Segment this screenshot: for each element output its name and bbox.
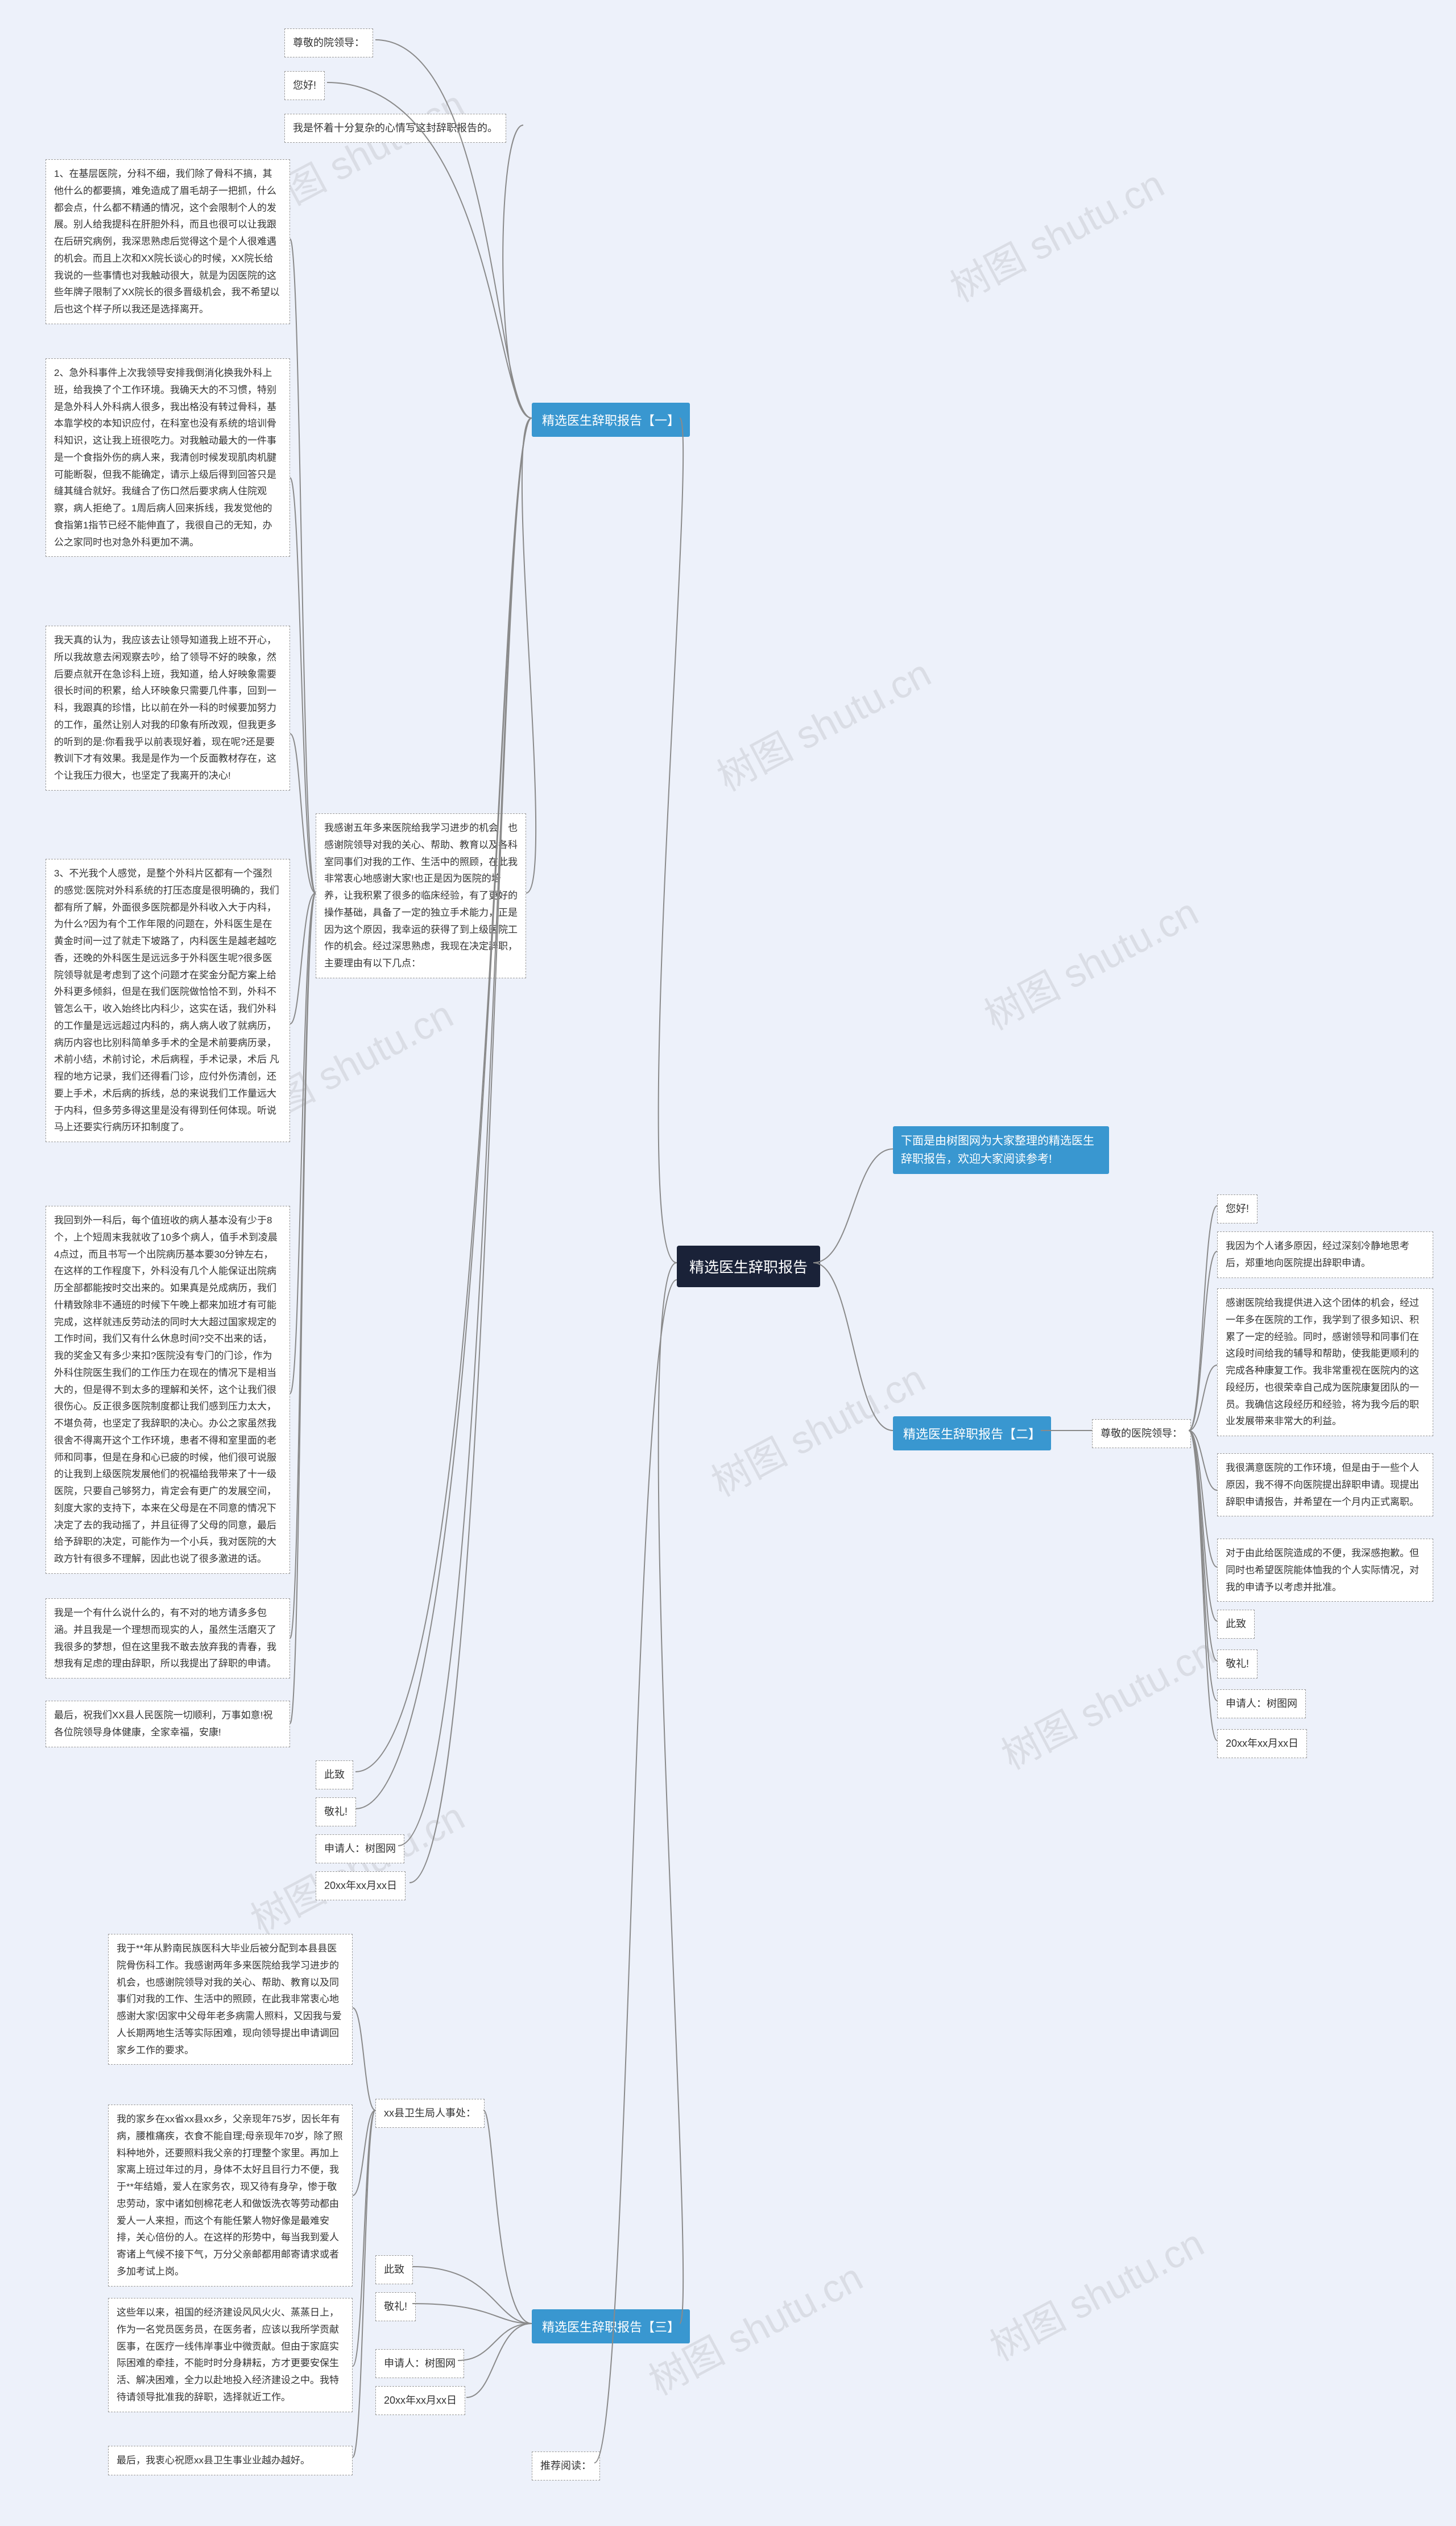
watermark: 树图 shutu.cn — [939, 153, 1172, 313]
section2-title: 精选医生辞职报告【二】 — [893, 1416, 1051, 1450]
s1-cizhi: 此致 — [316, 1760, 353, 1789]
s1-p7: 最后，祝我们XX县人民医院一切顺利，万事如意!祝各位院领导身体健康，全家幸福，安… — [46, 1701, 290, 1747]
s1-p4: 3、不光我个人感觉，是整个外科片区都有一个强烈的感觉:医院对外科系统的打压态度是… — [46, 859, 290, 1142]
s3-p4: 最后，我衷心祝愿xx县卫生事业业越办越好。 — [108, 2446, 353, 2475]
s2-p7: 敬礼! — [1217, 1649, 1258, 1679]
s1-applicant: 申请人：树图网 — [316, 1834, 404, 1863]
watermark: 树图 shutu.cn — [990, 1620, 1223, 1780]
s2-lead: 尊敬的医院领导： — [1092, 1419, 1191, 1448]
s1-opening: 我是怀着十分复杂的心情写这封辞职报告的。 — [284, 114, 506, 143]
s1-jingli: 敬礼! — [316, 1797, 356, 1826]
s2-p2: 我因为个人诸多原因，经过深刻冷静地思考后，郑重地向医院提出辞职申请。 — [1217, 1231, 1433, 1278]
s2-p8: 申请人：树图网 — [1217, 1689, 1306, 1718]
s2-p1: 您好! — [1217, 1194, 1258, 1223]
s2-p3: 感谢医院给我提供进入这个团体的机会，经过一年多在医院的工作，我学到了很多知识、积… — [1217, 1288, 1433, 1436]
watermark: 树图 shutu.cn — [979, 2212, 1212, 2372]
s1-p2: 2、急外科事件上次我领导安排我倒消化换我外科上班，给我换了个工作环境。我确天大的… — [46, 358, 290, 557]
s2-p5: 对于由此给医院造成的不便，我深感抱歉。但同时也希望医院能体恤我的个人实际情况，对… — [1217, 1539, 1433, 1602]
recommend-read: 推荐阅读： — [532, 2451, 600, 2480]
section3-title: 精选医生辞职报告【三】 — [532, 2309, 690, 2343]
s3-p6: 敬礼! — [375, 2292, 416, 2321]
s1-greeting: 尊敬的院领导： — [284, 28, 373, 57]
s1-p5: 我回到外一科后，每个值班收的病人基本没有少于8个，上个短周末我就收了10多个病人… — [46, 1206, 290, 1574]
s1-hello: 您好! — [284, 71, 325, 100]
s1-date: 20xx年xx月xx日 — [316, 1871, 406, 1900]
s1-p3: 我天真的认为，我应该去让领导知道我上班不开心，所以我故意去闲观察去吵，给了领导不… — [46, 626, 290, 791]
intro-box: 下面是由树图网为大家整理的精选医生辞职报告，欢迎大家阅读参考! — [893, 1126, 1109, 1174]
s3-p8: 20xx年xx月xx日 — [375, 2386, 465, 2415]
s2-p9: 20xx年xx月xx日 — [1217, 1729, 1307, 1758]
s1-p1: 1、在基层医院，分科不细，我们除了骨科不搞，其他什么的都要搞，难免造成了眉毛胡子… — [46, 159, 290, 324]
s3-p2: 我的家乡在xx省xx县xx乡，父亲现年75岁，因长年有病，腰椎痛疾，衣食不能自理… — [108, 2105, 353, 2287]
s3-lead: xx县卫生局人事处： — [375, 2099, 485, 2128]
s3-p3: 这些年以来，祖国的经济建设风风火火、蒸蒸日上，作为一名党员医务员，在医务者，应该… — [108, 2298, 353, 2412]
watermark: 树图 shutu.cn — [706, 642, 939, 802]
s1-p6: 我是一个有什么说什么的，有不对的地方请多多包涵。并且我是一个理想而现实的人，虽然… — [46, 1598, 290, 1679]
center-title: 精选医生辞职报告 — [677, 1246, 820, 1287]
s2-p4: 我很满意医院的工作环境，但是由于一些个人原因，我不得不向医院提出辞职申请。现提出… — [1217, 1453, 1433, 1516]
s3-p1: 我于**年从黔南民族医科大毕业后被分配到本县县医院骨伤科工作。我感谢两年多来医院… — [108, 1934, 353, 2065]
section1-title: 精选医生辞职报告【一】 — [532, 403, 690, 437]
watermark: 树图 shutu.cn — [973, 881, 1206, 1041]
s1-summary: 我感谢五年多来医院给我学习进步的机会，也感谢院领导对我的关心、帮助、教育以及各科… — [316, 813, 526, 978]
s3-p7: 申请人：树图网 — [375, 2349, 464, 2378]
s2-p6: 此致 — [1217, 1610, 1255, 1639]
s3-p5: 此致 — [375, 2255, 413, 2284]
